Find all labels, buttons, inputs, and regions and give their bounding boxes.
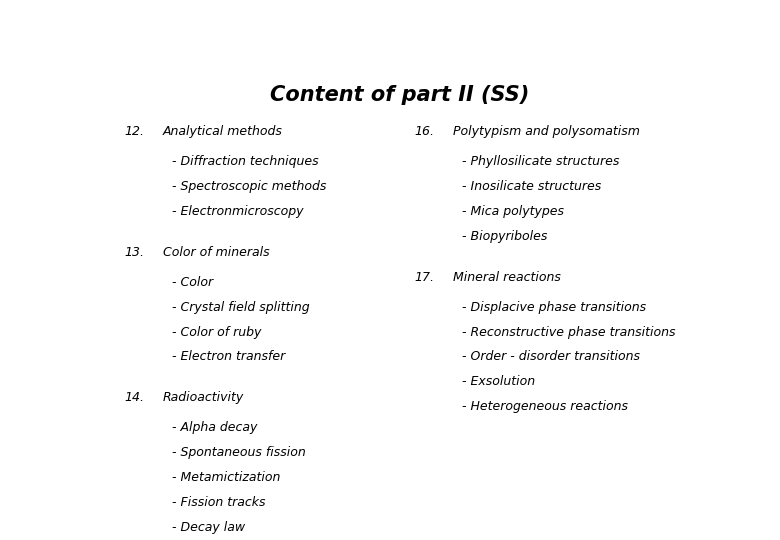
Text: - Fission tracks: - Fission tracks [172,496,265,509]
Text: Color of minerals: Color of minerals [163,246,269,259]
Text: - Spontaneous fission: - Spontaneous fission [172,446,306,459]
Text: Radioactivity: Radioactivity [163,391,244,404]
Text: - Reconstructive phase transitions: - Reconstructive phase transitions [462,326,675,339]
Text: - Displacive phase transitions: - Displacive phase transitions [462,301,646,314]
Text: - Color: - Color [172,275,213,288]
Text: - Inosilicate structures: - Inosilicate structures [462,180,601,193]
Text: - Spectroscopic methods: - Spectroscopic methods [172,180,326,193]
Text: 12.: 12. [125,125,145,138]
Text: Mineral reactions: Mineral reactions [453,271,561,284]
Text: - Electronmicroscopy: - Electronmicroscopy [172,205,303,218]
Text: Analytical methods: Analytical methods [163,125,282,138]
Text: 16.: 16. [415,125,435,138]
Text: - Phyllosilicate structures: - Phyllosilicate structures [462,155,619,168]
Text: Content of part II (SS): Content of part II (SS) [270,85,530,105]
Text: - Electron transfer: - Electron transfer [172,350,285,363]
Text: 14.: 14. [125,391,145,404]
Text: - Crystal field splitting: - Crystal field splitting [172,301,310,314]
Text: - Exsolution: - Exsolution [462,375,535,388]
Text: - Alpha decay: - Alpha decay [172,421,257,434]
Text: - Diffraction techniques: - Diffraction techniques [172,155,318,168]
Text: 17.: 17. [415,271,435,284]
Text: - Metamictization: - Metamictization [172,471,280,484]
Text: Polytypism and polysomatism: Polytypism and polysomatism [453,125,640,138]
Text: - Heterogeneous reactions: - Heterogeneous reactions [462,400,628,413]
Text: - Decay law: - Decay law [172,521,245,534]
Text: - Biopyriboles: - Biopyriboles [462,230,548,243]
Text: 13.: 13. [125,246,145,259]
Text: - Mica polytypes: - Mica polytypes [462,205,564,218]
Text: - Color of ruby: - Color of ruby [172,326,261,339]
Text: - Order - disorder transitions: - Order - disorder transitions [462,350,640,363]
